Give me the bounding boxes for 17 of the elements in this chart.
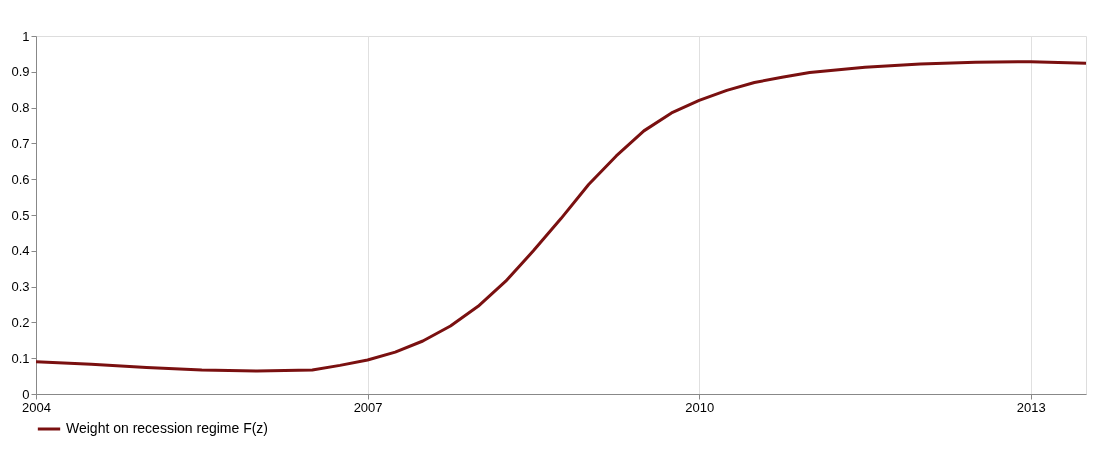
y-tick-label: 0.3 bbox=[11, 279, 30, 295]
y-tick-label: 1 bbox=[22, 28, 30, 44]
x-tick-label: 2004 bbox=[22, 399, 51, 415]
y-tick-label: 0.7 bbox=[11, 135, 30, 151]
legend-label: Weight on recession regime F(z) bbox=[66, 420, 269, 436]
y-tick-label: 0.1 bbox=[11, 350, 30, 366]
y-tick-label: 0.6 bbox=[11, 171, 30, 187]
y-tick-label: 0.4 bbox=[11, 243, 30, 259]
y-tick-label: 0.9 bbox=[11, 64, 30, 80]
line-series bbox=[36, 60, 1086, 373]
x-tick-label: 2010 bbox=[685, 399, 715, 415]
y-tick-label: 0.8 bbox=[11, 100, 30, 116]
y-tick-label: 0.5 bbox=[11, 207, 30, 223]
y-tick-label: 0 bbox=[22, 386, 30, 402]
x-tick-label: 2007 bbox=[353, 399, 383, 415]
y-tick-label: 0.2 bbox=[11, 314, 30, 330]
x-tick-label: 2013 bbox=[1016, 399, 1046, 415]
